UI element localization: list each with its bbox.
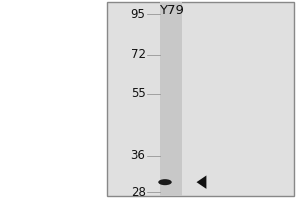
Text: 95: 95 bbox=[130, 8, 146, 21]
Polygon shape bbox=[196, 175, 206, 189]
Text: Y79: Y79 bbox=[159, 4, 183, 17]
Text: 72: 72 bbox=[130, 48, 146, 61]
Bar bbox=[106, 2, 294, 196]
Text: 55: 55 bbox=[131, 87, 146, 100]
Ellipse shape bbox=[158, 179, 172, 185]
Text: 36: 36 bbox=[130, 149, 146, 162]
Text: 28: 28 bbox=[130, 186, 146, 199]
Bar bbox=[160, 2, 182, 196]
